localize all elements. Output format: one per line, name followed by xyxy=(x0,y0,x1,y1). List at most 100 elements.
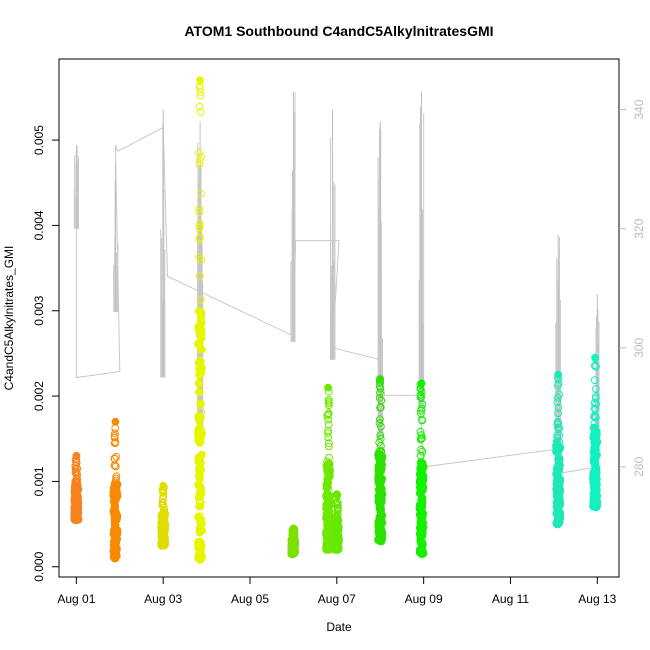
secondary-series xyxy=(73,91,600,491)
data-point xyxy=(323,529,332,537)
data-point xyxy=(324,442,333,451)
point-cluster-4 xyxy=(287,524,300,559)
data-point xyxy=(159,494,167,503)
data-point xyxy=(195,222,204,231)
data-point xyxy=(196,478,204,487)
data-point xyxy=(195,331,204,340)
data-point xyxy=(375,438,384,447)
data-point xyxy=(418,502,427,510)
data-point xyxy=(73,475,81,484)
data-point xyxy=(590,432,599,441)
data-point xyxy=(590,435,599,444)
data-point xyxy=(111,461,119,470)
data-point xyxy=(555,479,563,488)
data-point xyxy=(196,156,204,164)
data-point xyxy=(417,481,426,490)
y-right-tick-label: 280 xyxy=(632,457,646,477)
data-point xyxy=(553,398,562,406)
point-cluster-2 xyxy=(157,481,170,550)
data-point xyxy=(194,379,203,388)
data-point xyxy=(376,525,384,534)
data-point xyxy=(591,441,599,449)
data-point xyxy=(110,490,119,499)
data-point xyxy=(591,361,599,370)
data-point xyxy=(553,488,562,497)
data-point xyxy=(416,435,425,444)
data-point xyxy=(377,455,386,463)
data-point xyxy=(73,478,82,487)
data-point xyxy=(323,475,332,483)
data-point xyxy=(554,370,563,379)
secondary-series-spike-1 xyxy=(113,163,119,312)
data-point xyxy=(72,451,81,460)
data-point xyxy=(591,503,599,511)
data-point xyxy=(376,516,384,525)
data-point xyxy=(554,452,563,460)
data-point xyxy=(417,393,426,401)
data-point xyxy=(417,431,426,440)
data-point xyxy=(590,454,599,463)
data-point xyxy=(111,554,120,563)
data-point xyxy=(195,102,204,111)
data-point xyxy=(376,415,384,424)
data-point xyxy=(591,449,600,457)
x-tick-label: Aug 09 xyxy=(405,592,443,606)
data-point xyxy=(288,537,297,546)
data-point xyxy=(195,340,204,349)
data-point xyxy=(417,445,425,454)
data-point xyxy=(591,353,599,362)
data-point xyxy=(73,464,81,473)
data-point xyxy=(590,399,599,408)
data-point xyxy=(324,383,333,392)
data-point xyxy=(591,431,600,440)
data-point xyxy=(196,399,205,408)
data-point xyxy=(159,520,168,528)
data-point xyxy=(158,531,167,539)
data-point xyxy=(375,493,384,502)
secondary-series-spike-7 xyxy=(418,91,425,408)
data-point xyxy=(554,404,563,412)
data-point xyxy=(324,396,333,404)
y-right-tick-label: 340 xyxy=(632,99,646,119)
y-tick-label: 0.004 xyxy=(32,210,46,240)
data-point xyxy=(377,458,386,466)
data-point xyxy=(554,381,562,390)
data-point xyxy=(289,524,298,533)
y-axis-right: 280 300 320 340 xyxy=(619,99,646,477)
data-point xyxy=(158,500,167,509)
data-point xyxy=(553,418,562,426)
y-tick-label: 0.000 xyxy=(32,551,46,581)
data-point xyxy=(590,411,599,420)
data-point xyxy=(418,497,427,506)
data-point xyxy=(554,506,563,515)
data-point xyxy=(195,204,204,213)
data-point xyxy=(418,526,427,534)
point-cluster-8 xyxy=(415,379,428,558)
data-point xyxy=(332,490,341,499)
data-point xyxy=(160,509,168,517)
x-tick-label: Aug 07 xyxy=(318,592,356,606)
data-point xyxy=(332,537,341,546)
data-point xyxy=(159,541,168,550)
secondary-series-spike-0 xyxy=(73,145,79,229)
data-point xyxy=(73,501,81,510)
data-point xyxy=(196,108,205,116)
data-point xyxy=(71,480,80,489)
data-point xyxy=(417,550,426,558)
point-cluster-7 xyxy=(374,375,387,546)
data-point xyxy=(554,424,562,432)
data-point xyxy=(333,536,341,545)
data-point xyxy=(377,510,386,519)
chart-title: ATOM1 Southbound C4andC5AlkylnitratesGMI xyxy=(184,23,493,39)
data-point xyxy=(592,413,600,422)
secondary-series-spike-2 xyxy=(160,109,166,378)
y-tick-label: 0.003 xyxy=(32,295,46,325)
data-point xyxy=(112,513,121,522)
data-point xyxy=(194,537,203,547)
data-points xyxy=(70,76,602,564)
data-point xyxy=(195,517,204,526)
data-point xyxy=(195,356,204,365)
data-point xyxy=(325,502,333,511)
data-point xyxy=(110,454,119,463)
data-point xyxy=(195,467,204,475)
